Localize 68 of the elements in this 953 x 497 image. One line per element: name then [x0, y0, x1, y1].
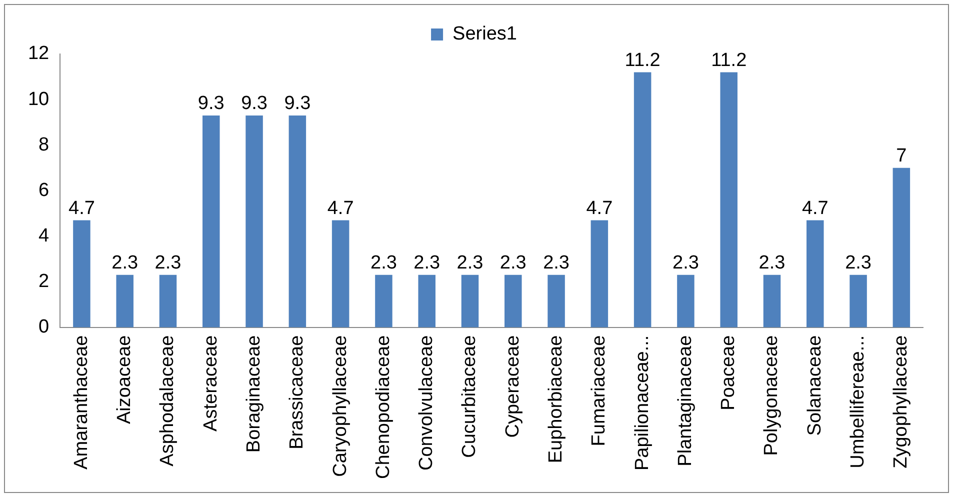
bar — [159, 274, 177, 328]
x-tick-label: Chenopodiaceae — [372, 335, 394, 480]
data-label: 2.3 — [500, 252, 526, 274]
data-label: 2.3 — [154, 252, 182, 274]
bar — [720, 72, 738, 328]
x-tick-label: Asteraceae — [200, 335, 222, 432]
data-label: 9.3 — [284, 93, 311, 114]
x-tick-label: Amaranthaceae — [70, 335, 92, 470]
bar — [246, 116, 263, 328]
bar — [504, 274, 522, 328]
y-tick-label: 6 — [38, 180, 50, 201]
data-label: 9.3 — [198, 93, 224, 114]
bar — [73, 220, 90, 328]
y-tick-label: 10 — [28, 88, 50, 110]
data-label: 4.7 — [68, 198, 95, 220]
x-tick-label: Zygophyllaceae — [890, 335, 912, 468]
y-tick-label: 4 — [38, 225, 50, 246]
y-tick-label: 8 — [38, 134, 50, 156]
bar — [763, 274, 781, 328]
x-tick-label: Convolvulaceae — [416, 335, 438, 471]
data-label: 2.3 — [845, 252, 872, 274]
x-tick-label: Euphorbiaceae — [546, 335, 567, 464]
x-tick-label: Aizoaceae — [114, 335, 136, 424]
data-label: 9.3 — [241, 93, 268, 114]
x-tick-label: Plantaginaceae — [674, 335, 696, 466]
bar — [288, 116, 306, 328]
x-tick-label: Umbellifereae... — [848, 335, 869, 468]
x-tick-label: Fumariaceae — [588, 335, 610, 446]
x-tick-label: Poaceae — [718, 335, 740, 410]
bar — [806, 220, 824, 328]
data-label: 11.2 — [711, 50, 747, 71]
x-tick-label: Cyperaceae — [502, 335, 524, 438]
bar — [461, 274, 479, 328]
x-tick-label: Cucurbitaceae — [459, 335, 480, 458]
bar — [892, 168, 910, 328]
data-label: 7 — [896, 146, 907, 167]
x-tick-label: Asphodalaceae — [157, 335, 178, 466]
x-tick-label: Brassicaceae — [286, 335, 308, 450]
bar — [116, 274, 134, 328]
bar — [850, 274, 867, 328]
x-tick-label: Solanaceae — [804, 335, 826, 436]
x-tick-label: Caryophyllaceae — [330, 335, 351, 477]
data-label: 11.2 — [624, 50, 660, 71]
data-label: 2.3 — [456, 252, 484, 274]
bar — [590, 220, 608, 328]
data-label: 2.3 — [543, 252, 570, 274]
data-label: 2.3 — [370, 252, 397, 274]
data-label: 4.7 — [586, 198, 613, 220]
bar — [634, 72, 652, 328]
bar — [418, 274, 436, 328]
data-label: 2.3 — [112, 252, 138, 274]
legend-label: Series1 — [452, 24, 517, 45]
bar — [202, 116, 220, 328]
bar — [677, 274, 694, 328]
y-tick-label: 0 — [38, 316, 50, 338]
y-tick-label: 2 — [38, 271, 50, 292]
x-tick-label: Papilionaceae... — [632, 335, 653, 471]
x-tick-label: Polygonaceae — [761, 335, 782, 456]
x-tick-label: Boraginaceae — [244, 335, 265, 453]
data-label: 2.3 — [414, 252, 440, 274]
bar — [548, 274, 565, 328]
bar — [375, 274, 392, 328]
data-label: 4.7 — [802, 198, 828, 220]
bar — [332, 220, 350, 328]
data-label: 2.3 — [758, 252, 786, 274]
y-tick-label: 12 — [28, 43, 50, 64]
data-label: 2.3 — [672, 252, 699, 274]
data-label: 4.7 — [327, 198, 354, 220]
